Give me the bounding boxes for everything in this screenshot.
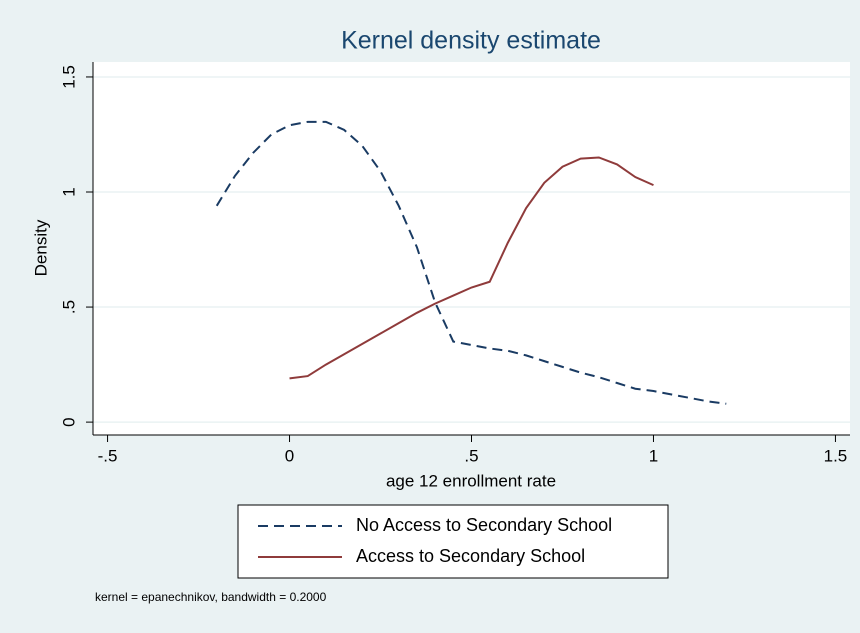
y-tick-label: 1.5 (59, 65, 78, 89)
x-tick-label: 1.5 (824, 446, 848, 465)
legend-label: No Access to Secondary School (356, 515, 612, 535)
y-tick-label: 1 (59, 187, 78, 196)
y-axis-label: Density (31, 219, 50, 276)
y-tick-label: .5 (59, 300, 78, 314)
chart-title: Kernel density estimate (341, 27, 601, 55)
x-tick-label: 1 (649, 446, 658, 465)
x-tick-label: .5 (464, 446, 478, 465)
x-tick-label: -.5 (98, 446, 118, 465)
series-line (289, 156, 654, 380)
y-tick-label: 0 (59, 417, 78, 426)
note: kernel = epanechnikov, bandwidth = 0.200… (95, 590, 327, 604)
legend-label: Access to Secondary School (356, 546, 585, 566)
plot-area (93, 62, 850, 435)
x-axis-label: age 12 enrollment rate (386, 471, 556, 490)
x-tick-label: 0 (285, 446, 294, 465)
legend-box (237, 504, 669, 579)
